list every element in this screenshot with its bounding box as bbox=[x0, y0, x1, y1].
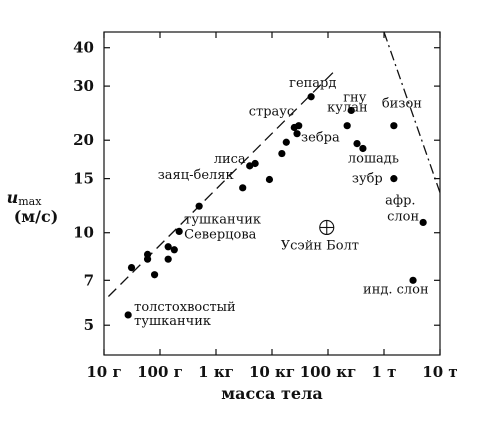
x-tick-label: 1 кг bbox=[198, 363, 234, 381]
y-axis-title-var: u bbox=[7, 188, 19, 207]
point-label: гепард bbox=[289, 76, 336, 91]
point-label: страус bbox=[249, 105, 294, 120]
y-tick-label: 20 bbox=[73, 131, 94, 149]
x-tick-label: 10 кг bbox=[249, 363, 295, 381]
point-label: инд. слон bbox=[363, 282, 429, 297]
point-label: Северцова bbox=[184, 227, 256, 242]
data-point bbox=[246, 162, 254, 170]
usain-bolt-marker bbox=[319, 219, 335, 236]
axis-ticks: 10 г 100 г 1 кг 10 кг 100 кг 1 т 10 т 5 7 10 15 20 3… bbox=[73, 32, 458, 381]
data-point bbox=[150, 271, 159, 279]
data-point bbox=[307, 93, 315, 101]
point-label: заяц-беляк bbox=[158, 168, 234, 183]
dashed-fit-line bbox=[107, 68, 337, 297]
data-point bbox=[343, 122, 351, 130]
point-label: зебра bbox=[301, 131, 340, 146]
y-tick-label: 10 bbox=[73, 224, 94, 242]
point-label: толстохвостый bbox=[134, 300, 236, 315]
y-tick-label: 7 bbox=[84, 271, 94, 289]
data-point bbox=[282, 138, 290, 146]
data-point bbox=[164, 255, 172, 263]
x-tick-label: 100 кг bbox=[300, 363, 357, 381]
y-axis-title-sub: max bbox=[18, 195, 42, 208]
data-point bbox=[164, 243, 172, 251]
data-point bbox=[353, 139, 361, 148]
point-label: Усэйн Болт bbox=[281, 238, 359, 253]
x-axis-title: масса тела bbox=[221, 384, 322, 403]
x-tick-label: 10 г bbox=[86, 363, 121, 381]
y-tick-label: 30 bbox=[73, 77, 94, 95]
point-label: лошадь bbox=[348, 151, 399, 166]
data-point bbox=[265, 175, 274, 184]
point-label: зубр bbox=[352, 172, 383, 187]
x-tick-label: 1 т bbox=[372, 363, 397, 381]
data-point bbox=[175, 227, 183, 235]
data-point bbox=[124, 311, 132, 319]
point-label: бизон bbox=[382, 97, 422, 112]
data-point bbox=[127, 263, 136, 272]
data-point bbox=[170, 246, 178, 254]
y-axis-title: umax (м/с) bbox=[7, 188, 59, 226]
data-point bbox=[278, 149, 286, 158]
data-point bbox=[239, 184, 247, 192]
x-tick-label: 10 т bbox=[422, 363, 457, 381]
data-point bbox=[419, 218, 427, 227]
data-point bbox=[409, 276, 417, 284]
data-point bbox=[347, 106, 355, 115]
y-axis-title-unit: (м/с) bbox=[14, 207, 59, 226]
point-label: тушканчик bbox=[184, 212, 261, 227]
point-label: слон bbox=[387, 209, 419, 224]
data-point bbox=[390, 175, 398, 183]
y-tick-label: 5 bbox=[84, 316, 94, 334]
point-label: гну bbox=[343, 90, 366, 105]
data-point bbox=[295, 122, 303, 130]
dashdot-limit-line bbox=[383, 31, 441, 193]
svg-text:umax: umax bbox=[7, 188, 43, 208]
data-point bbox=[195, 202, 203, 210]
data-point bbox=[251, 159, 259, 168]
y-tick-label: 15 bbox=[73, 170, 94, 188]
point-label: кулан bbox=[327, 101, 367, 116]
data-point bbox=[390, 122, 398, 130]
data-point bbox=[293, 130, 301, 138]
data-point bbox=[359, 144, 367, 153]
y-tick-label: 40 bbox=[73, 39, 94, 57]
point-label: лиса bbox=[214, 152, 246, 167]
data-points bbox=[124, 93, 427, 319]
point-label: тушканчик bbox=[134, 314, 211, 329]
data-point bbox=[143, 250, 152, 259]
x-tick-label: 100 г bbox=[137, 363, 183, 381]
point-label: афр. bbox=[385, 193, 415, 208]
